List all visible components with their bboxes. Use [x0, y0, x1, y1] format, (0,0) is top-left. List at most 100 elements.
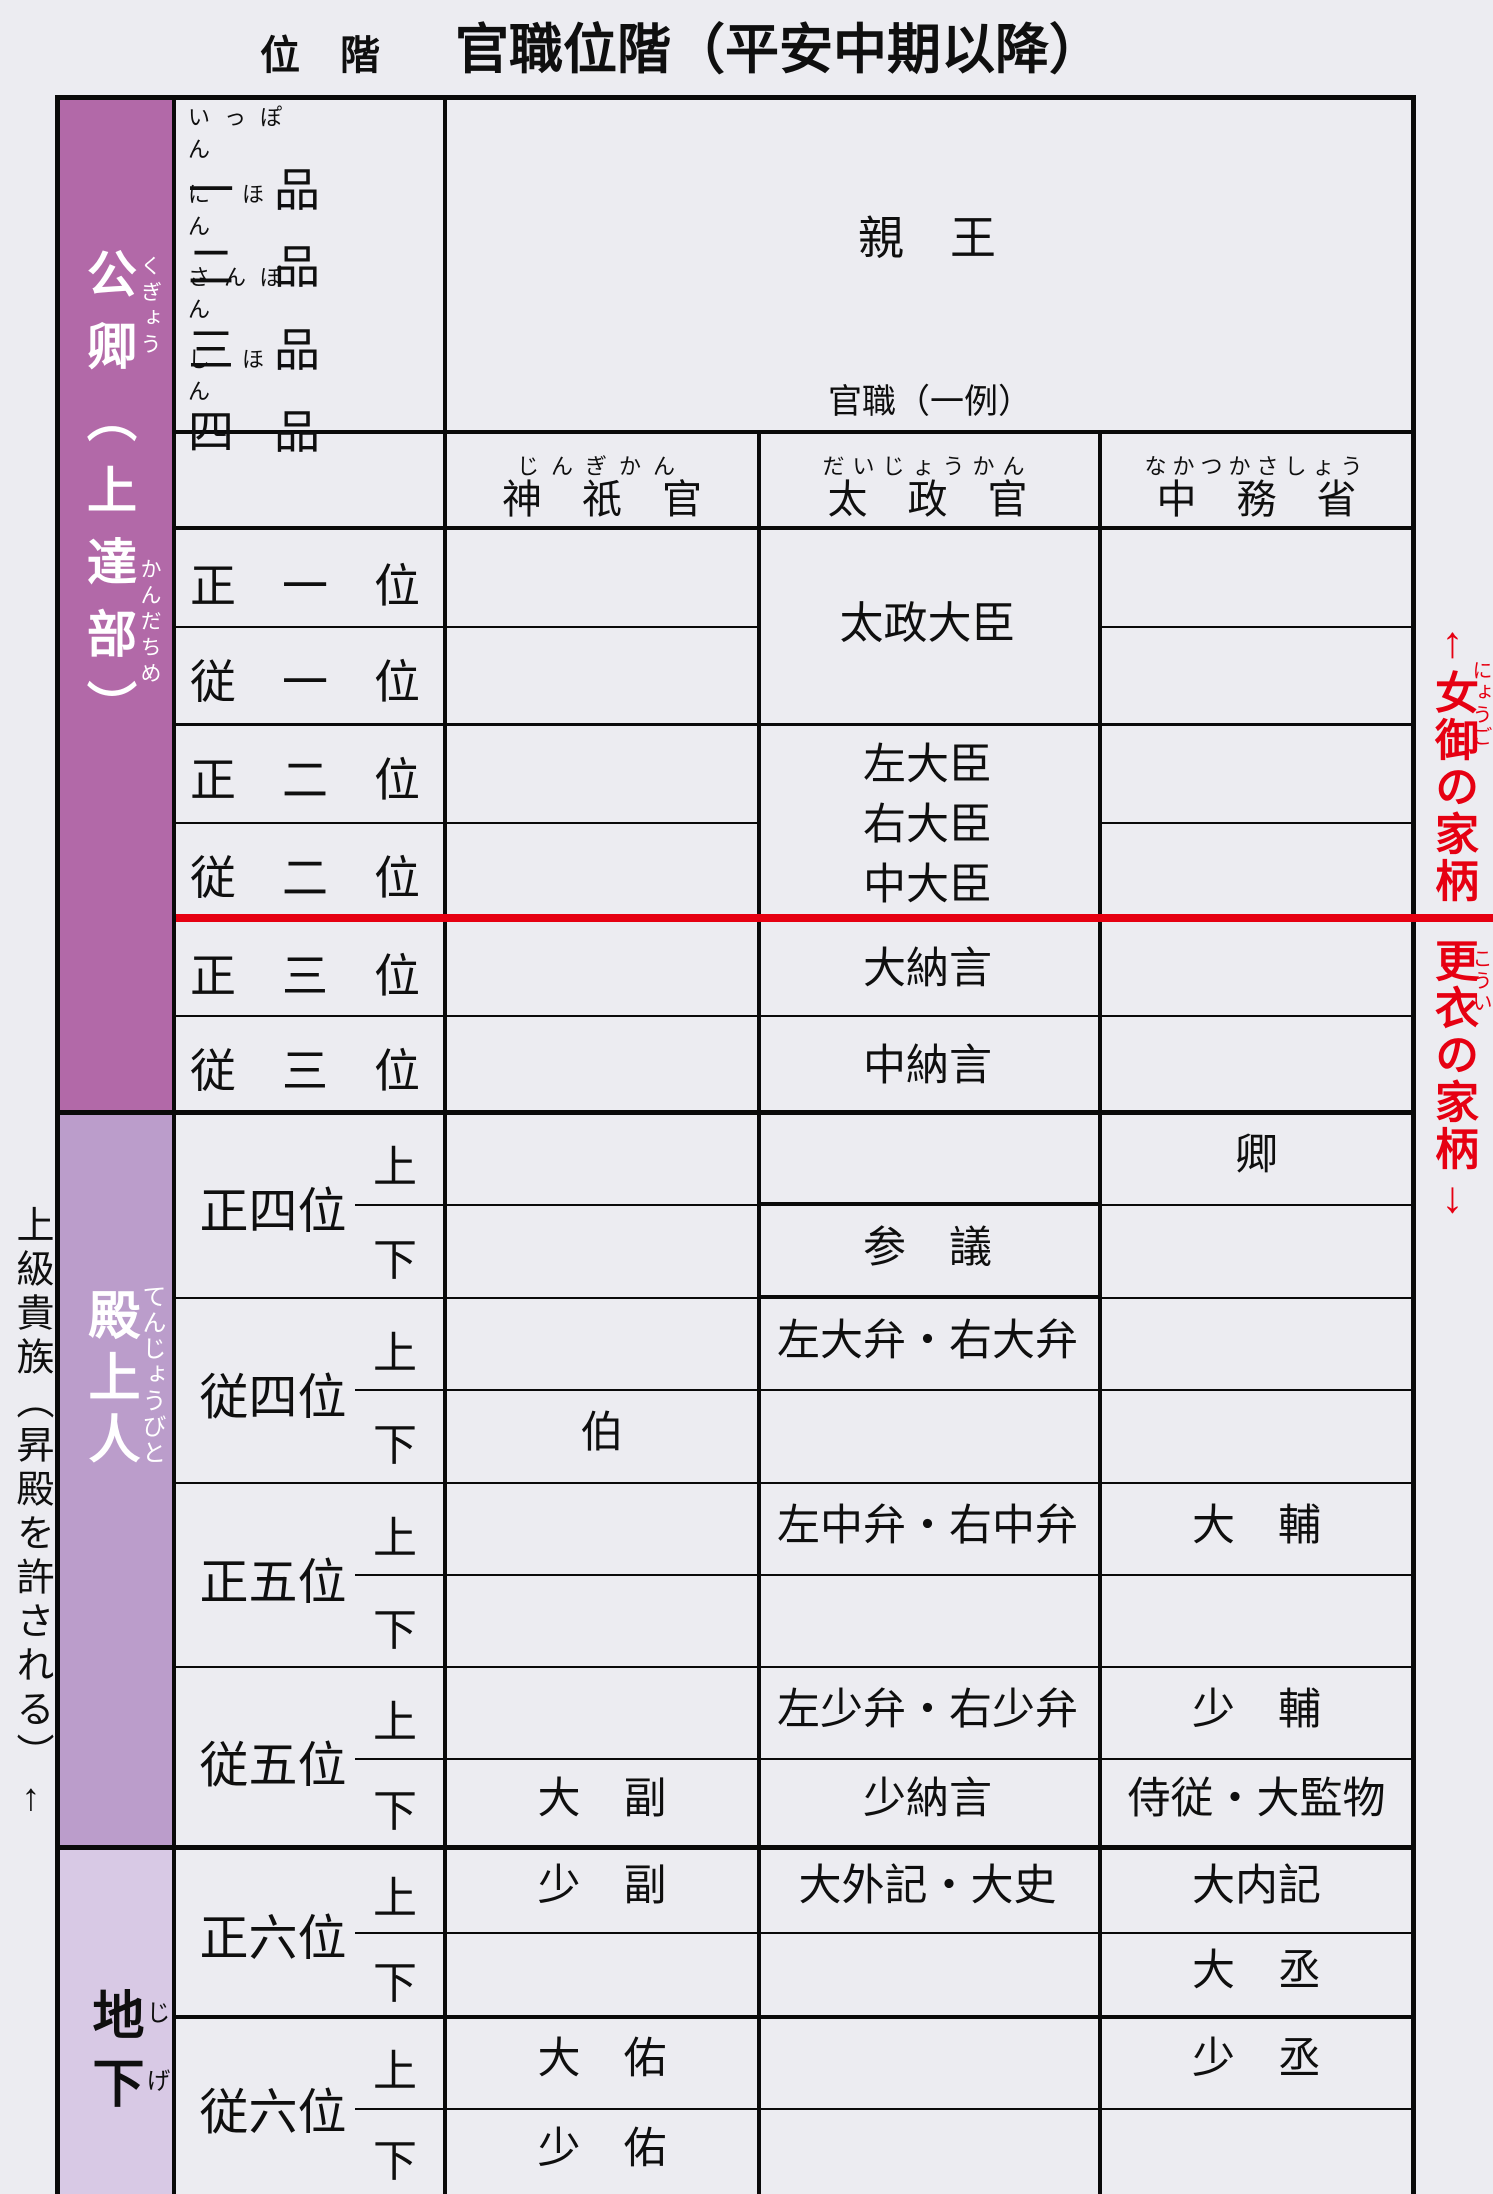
chudaijin-label: 中大臣: [863, 862, 992, 909]
table-border-top: [55, 95, 1416, 100]
sachuben-uchuben-cell: 左中弁・右中弁: [777, 1503, 1078, 1550]
row-line: [172, 822, 757, 824]
nakatsukasasho-header: 中 務 省: [1156, 477, 1357, 522]
rank-sho6: 正六位: [199, 1911, 347, 1966]
row-line: [172, 1015, 1416, 1017]
jige-furigana: じげ: [142, 2000, 169, 2136]
subrow-line: [355, 1932, 1416, 1934]
sadaijin-label: 左大臣: [863, 742, 992, 789]
kugyo-tenjobito-boundary: [55, 1110, 1416, 1115]
rank-ju6-upper: 上: [373, 2047, 417, 2096]
rank-sho6-lower: 下: [373, 1959, 417, 2008]
sangi-cell: 参 議: [863, 1225, 992, 1272]
sashoben-ushoben-cell: 左少弁・右少弁: [777, 1687, 1078, 1734]
tenjobito-jige-boundary: [55, 1845, 1416, 1850]
nyogo-koi-red-line: [176, 914, 1493, 922]
udaijin-label: 右大臣: [863, 802, 992, 849]
ikai-column-label: 位 階: [260, 34, 380, 78]
table-border-right: [1411, 95, 1416, 2194]
hinkai-row-2: にほん 二 品: [188, 177, 320, 294]
band-right-line: [172, 95, 176, 2194]
hinkai-row-1: いっぽん 一 品: [188, 100, 320, 217]
hinkai-furigana: いっぽん: [188, 105, 297, 162]
hinkai-furigana: さんぽん: [188, 265, 297, 322]
kugyo-furigana: くぎょう: [138, 255, 161, 359]
kandachime-furigana: かんだちめ: [138, 558, 161, 688]
rank-sho4-lower: 下: [373, 1236, 417, 1285]
jiju-daikenmotsu-cell: 侍従・大監物: [1127, 1776, 1386, 1823]
jige-band: [60, 1845, 172, 2194]
sangi-box-bottom: [757, 1295, 1102, 1299]
shonagon-cell: 少納言: [863, 1776, 992, 1823]
rank-sho5: 正五位: [199, 1555, 347, 1610]
hinkai-numeral: 三: [188, 325, 234, 376]
shinno-cell: 親 王: [858, 213, 996, 264]
jingikan-header: 神 祇 官: [502, 477, 702, 522]
dainaiki-cell: 大内記: [1192, 1863, 1321, 1910]
rank-sho3: 正 三 位: [190, 951, 420, 1002]
row-line: [1098, 626, 1416, 628]
kyo-cell: 卿: [1235, 1132, 1278, 1179]
nyogo-note: ↑女御の家柄: [1428, 618, 1477, 905]
daijo-cell: 大 丞: [1192, 1948, 1321, 1995]
daigeki-daishi-cell: 大外記・大史: [798, 1863, 1057, 1910]
hinkai-hin: 品: [274, 165, 320, 216]
hinkai-furigana: にほん: [188, 182, 297, 239]
left-margin-note: 上級貴族（昇殿を許される）↑: [10, 1205, 52, 1825]
rank-sho4: 正四位: [199, 1184, 347, 1239]
rank-ju6: 従六位: [199, 2085, 347, 2140]
tenjobito-band: [60, 1110, 172, 1845]
rank-ju1: 従 一 位: [190, 657, 420, 708]
rank-col-right-line: [443, 95, 447, 2194]
rank-sho2: 正 二 位: [190, 755, 420, 806]
tenjobito-furigana: てんじょうびと: [138, 1284, 165, 1466]
row-line: [172, 723, 1416, 726]
hinkai-row-4: しほん 四 品: [188, 342, 320, 459]
subrow-line: [355, 2108, 1416, 2110]
hinkai-numeral: 二: [188, 242, 234, 293]
koi-furigana: こうい: [1469, 948, 1491, 1014]
tenjobito-band-label: 殿上人: [80, 1288, 138, 1474]
rank-sho1: 正 一 位: [190, 561, 420, 612]
jingikan-furigana: じんぎかん: [516, 454, 687, 479]
subrow-line: [355, 1758, 1416, 1760]
kugyo-band-label: 公卿（上達部）: [80, 248, 136, 752]
taifu-cell: 大 輔: [1192, 1503, 1321, 1550]
nakatsukasasho-furigana: なかつかさしょう: [1144, 454, 1369, 479]
rank-sho5-lower: 下: [373, 1606, 417, 1655]
table-border-left: [55, 95, 60, 2194]
organ-header-bottom-line: [172, 526, 1416, 530]
subrow-line: [355, 1574, 1416, 1576]
three-ministers-cell: 左大臣 右大臣 中大臣: [761, 736, 1094, 916]
rank-ju6-lower: 下: [373, 2137, 417, 2186]
daijokan-right-line: [1098, 430, 1102, 2194]
row-line: [1098, 822, 1416, 824]
daijokan-furigana: だいじょうかん: [822, 454, 1033, 479]
hinkai-hin: 品: [274, 325, 320, 376]
daiyu-cell: 大 佑: [537, 2036, 667, 2083]
page-title: 官職位階（平安中期以降）: [455, 20, 1103, 80]
rank-ju2: 従 二 位: [190, 853, 420, 904]
shofu-cell: 少 輔: [1192, 1687, 1321, 1734]
rank-ju4: 従四位: [199, 1370, 347, 1425]
kanshoku-rei-label: 官職（一例）: [828, 383, 1032, 421]
dainagon-cell: 大納言: [863, 946, 992, 993]
pair-line-thick: [172, 2015, 1416, 2019]
rank-ju3: 従 三 位: [190, 1046, 420, 1097]
shofuku-cell: 少 副: [537, 1863, 667, 1910]
rank-sho6-upper: 上: [373, 1874, 417, 1923]
subrow-line: [355, 1389, 1416, 1391]
daijokan-header: 太 政 官: [827, 477, 1028, 522]
daijo-daijin-cell: 太政大臣: [839, 599, 1016, 648]
taifuku-cell: 大 副: [537, 1776, 667, 1823]
pair-line: [172, 1482, 1416, 1484]
rank-ju4-upper: 上: [373, 1329, 417, 1378]
jige-band-label: 地下: [84, 1988, 142, 2124]
row-line: [172, 626, 757, 628]
rank-ju4-lower: 下: [373, 1421, 417, 1470]
hinkai-numeral: 四: [188, 407, 234, 458]
rank-sho5-upper: 上: [373, 1514, 417, 1563]
hinkai-numeral: 一: [188, 165, 234, 216]
kugyo-band: [60, 100, 172, 1110]
